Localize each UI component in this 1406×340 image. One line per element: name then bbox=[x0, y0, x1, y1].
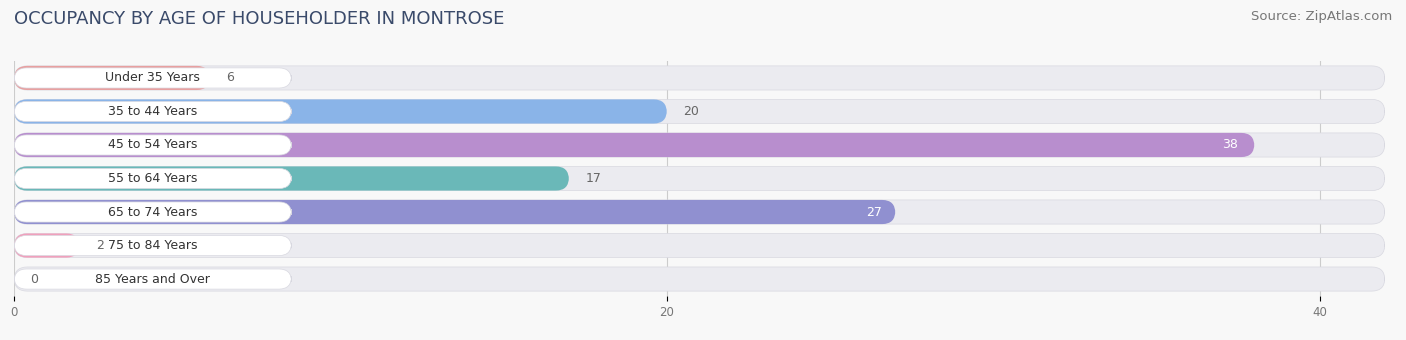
Text: 0: 0 bbox=[31, 273, 38, 286]
FancyBboxPatch shape bbox=[14, 269, 291, 289]
FancyBboxPatch shape bbox=[14, 133, 1385, 157]
FancyBboxPatch shape bbox=[14, 133, 1254, 157]
FancyBboxPatch shape bbox=[14, 202, 291, 222]
FancyBboxPatch shape bbox=[14, 135, 291, 155]
Text: 20: 20 bbox=[683, 105, 699, 118]
Text: OCCUPANCY BY AGE OF HOUSEHOLDER IN MONTROSE: OCCUPANCY BY AGE OF HOUSEHOLDER IN MONTR… bbox=[14, 10, 505, 28]
Text: 65 to 74 Years: 65 to 74 Years bbox=[108, 205, 197, 219]
Text: 35 to 44 Years: 35 to 44 Years bbox=[108, 105, 197, 118]
Text: 38: 38 bbox=[1222, 138, 1239, 152]
Text: Under 35 Years: Under 35 Years bbox=[105, 71, 200, 84]
FancyBboxPatch shape bbox=[14, 236, 291, 256]
FancyBboxPatch shape bbox=[14, 99, 1385, 123]
FancyBboxPatch shape bbox=[14, 68, 291, 88]
FancyBboxPatch shape bbox=[14, 168, 291, 189]
Text: 75 to 84 Years: 75 to 84 Years bbox=[108, 239, 197, 252]
FancyBboxPatch shape bbox=[14, 234, 79, 258]
FancyBboxPatch shape bbox=[14, 101, 291, 121]
FancyBboxPatch shape bbox=[14, 66, 1385, 90]
Text: 85 Years and Over: 85 Years and Over bbox=[96, 273, 211, 286]
FancyBboxPatch shape bbox=[14, 234, 1385, 258]
FancyBboxPatch shape bbox=[14, 99, 666, 123]
Text: 27: 27 bbox=[866, 205, 883, 219]
FancyBboxPatch shape bbox=[14, 200, 1385, 224]
Text: 45 to 54 Years: 45 to 54 Years bbox=[108, 138, 197, 152]
FancyBboxPatch shape bbox=[14, 267, 1385, 291]
FancyBboxPatch shape bbox=[14, 66, 209, 90]
Text: 17: 17 bbox=[585, 172, 602, 185]
FancyBboxPatch shape bbox=[14, 167, 1385, 190]
Text: 55 to 64 Years: 55 to 64 Years bbox=[108, 172, 197, 185]
Text: 6: 6 bbox=[226, 71, 233, 84]
FancyBboxPatch shape bbox=[14, 200, 896, 224]
Text: Source: ZipAtlas.com: Source: ZipAtlas.com bbox=[1251, 10, 1392, 23]
FancyBboxPatch shape bbox=[14, 167, 569, 190]
Text: 2: 2 bbox=[96, 239, 104, 252]
